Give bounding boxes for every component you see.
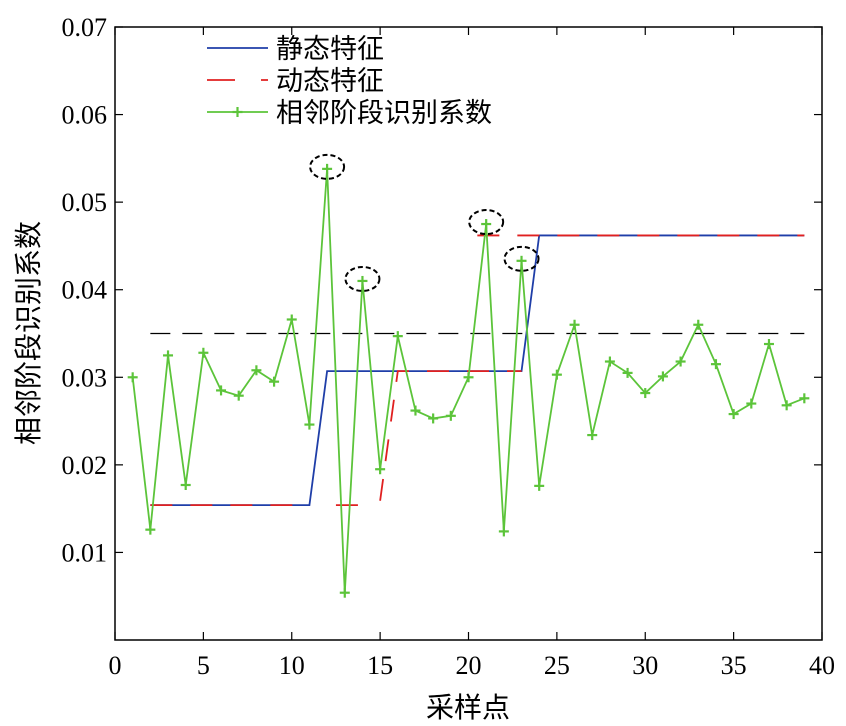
data-point	[604, 356, 615, 367]
y-tick-label: 0.04	[62, 276, 108, 305]
data-point	[481, 219, 492, 230]
x-axis-title: 采样点	[426, 691, 510, 724]
x-tick-label: 5	[197, 651, 210, 680]
series-layer	[131, 168, 805, 593]
data-point	[357, 275, 368, 286]
data-point	[498, 526, 509, 537]
y-tick-label: 0.06	[62, 101, 108, 130]
data-point	[233, 390, 244, 401]
data-point	[693, 319, 704, 330]
legend-label: 相邻阶段识别系数	[276, 98, 492, 129]
data-point	[304, 419, 315, 430]
data-point	[445, 410, 456, 421]
data-point	[763, 339, 774, 350]
x-tick-label: 0	[109, 651, 122, 680]
y-tick-label: 0.01	[62, 538, 108, 567]
highlight-circle	[309, 153, 346, 180]
data-point	[145, 524, 156, 535]
markers-layer	[127, 163, 810, 598]
x-tick-label: 40	[809, 651, 835, 680]
legend-item: 相邻阶段识别系数	[207, 98, 492, 129]
data-point	[728, 409, 739, 420]
data-point	[269, 376, 280, 387]
data-point	[180, 479, 191, 490]
data-point	[746, 398, 757, 409]
x-axis: 0 5 10 15 20 25 30 35 40	[109, 27, 835, 680]
legend-label: 动态特征	[276, 66, 384, 97]
data-point	[781, 400, 792, 411]
y-tick-label: 0.05	[62, 188, 108, 217]
data-point	[216, 385, 227, 396]
x-tick-label: 35	[721, 651, 747, 680]
y-tick-label: 0.02	[62, 451, 108, 480]
x-tick-label: 10	[279, 651, 305, 680]
legend-label: 静态特征	[276, 34, 384, 65]
data-point	[163, 350, 174, 361]
x-tick-label: 30	[632, 651, 658, 680]
highlight-layer	[309, 153, 540, 292]
x-tick-label: 25	[544, 651, 570, 680]
data-point	[799, 393, 810, 404]
data-point	[675, 356, 686, 367]
data-point	[569, 319, 580, 330]
data-point	[710, 359, 721, 370]
data-point	[410, 405, 421, 416]
highlight-circle	[468, 209, 505, 236]
legend-item: 动态特征	[207, 66, 384, 97]
data-point	[392, 331, 403, 342]
data-point	[428, 413, 439, 424]
y-axis-title: 相邻阶段识别系数	[12, 221, 45, 445]
data-point	[339, 587, 350, 598]
data-point	[198, 347, 209, 358]
data-point	[375, 464, 386, 475]
y-tick-label: 0.07	[62, 13, 108, 42]
highlight-circle	[503, 245, 540, 272]
series-dynamic-line	[379, 370, 522, 501]
x-tick-label: 20	[456, 651, 482, 680]
data-point	[587, 430, 598, 441]
y-axis: 0.01 0.02 0.03 0.04 0.05 0.06 0.07	[62, 13, 822, 567]
y-tick-label: 0.03	[62, 363, 108, 392]
data-point	[551, 369, 562, 380]
data-point	[516, 255, 527, 266]
data-point	[622, 367, 633, 378]
data-point	[127, 372, 138, 383]
x-tick-label: 15	[367, 651, 393, 680]
data-point	[322, 163, 333, 174]
data-point	[463, 372, 474, 383]
data-point	[251, 365, 262, 376]
data-point	[286, 314, 297, 325]
data-point	[657, 371, 668, 382]
legend-item: 静态特征	[207, 34, 384, 65]
highlight-circle	[344, 265, 381, 292]
data-point	[534, 480, 545, 491]
data-point	[640, 388, 651, 399]
